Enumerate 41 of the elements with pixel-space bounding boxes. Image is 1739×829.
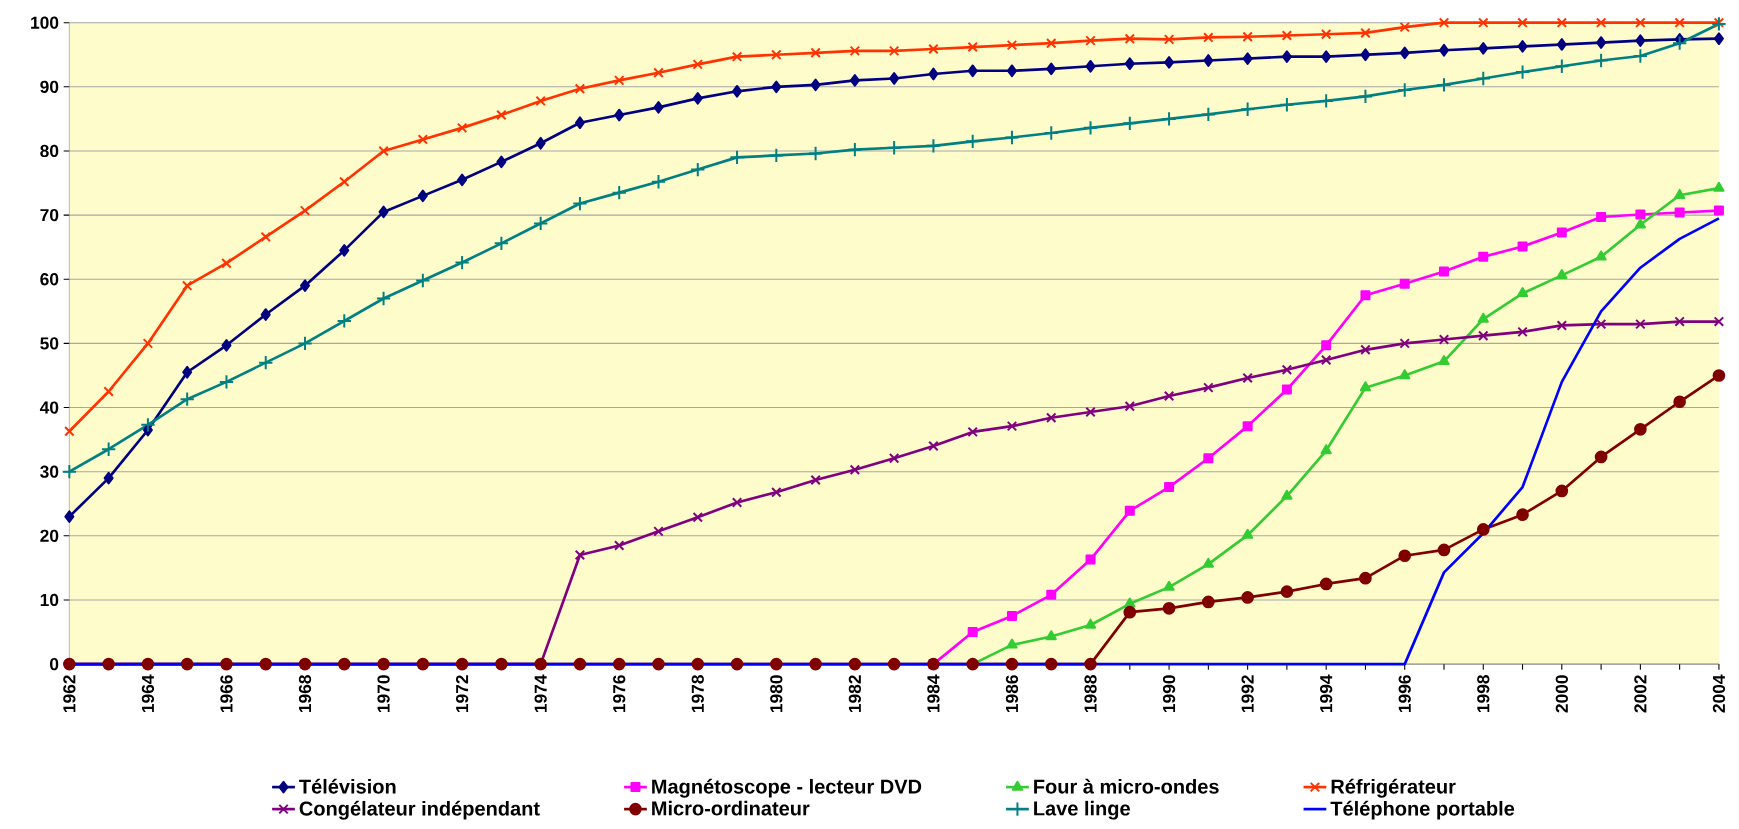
x-tick-label: 1970 xyxy=(377,675,390,712)
legend-label: Réfrigérateur xyxy=(1331,778,1456,798)
legend-label: Lave linge xyxy=(1034,800,1130,820)
legend-label: Congélateur indépendant xyxy=(299,800,540,820)
y-tick-label: 100 xyxy=(31,16,59,29)
x-tick-label: 1976 xyxy=(613,674,626,712)
y-tick-label: 60 xyxy=(40,272,59,286)
y-tick-label: 10 xyxy=(40,593,59,606)
x-tick-label: 1984 xyxy=(927,674,940,712)
y-tick-label: 90 xyxy=(40,80,59,93)
y-tick-label: 0 xyxy=(50,657,59,671)
x-tick-label: 1978 xyxy=(691,674,704,712)
x-tick-label: 1988 xyxy=(1084,674,1097,712)
x-tick-label: 1992 xyxy=(1241,674,1254,712)
x-tick-label: 1968 xyxy=(298,674,312,712)
x-tick-label: 2000 xyxy=(1555,675,1568,713)
x-tick-label: 2004 xyxy=(1712,674,1726,713)
x-tick-label: 1966 xyxy=(220,674,233,712)
x-tick-label: 1998 xyxy=(1477,674,1490,712)
x-tick-label: 1972 xyxy=(455,674,469,712)
x-tick-label: 1994 xyxy=(1320,674,1333,712)
x-tick-label: 1986 xyxy=(1005,674,1019,712)
x-tick-label: 1962 xyxy=(63,674,76,712)
y-tick-label: 70 xyxy=(40,208,59,221)
y-tick-label: 80 xyxy=(40,144,59,157)
x-tick-label: 1990 xyxy=(1162,675,1176,712)
x-tick-label: 1980 xyxy=(770,675,783,712)
y-tick-label: 50 xyxy=(40,337,59,350)
y-tick-label: 20 xyxy=(40,529,59,542)
x-tick-label: 1974 xyxy=(534,674,547,712)
x-tick-label: 1996 xyxy=(1398,674,1411,712)
legend-label: Télévision xyxy=(299,778,396,794)
x-tick-label: 1982 xyxy=(848,674,861,712)
legend-label: Téléphone portable xyxy=(1330,800,1515,820)
y-tick-label: 30 xyxy=(40,465,59,478)
legend-label: Four à micro-ondes xyxy=(1034,778,1219,794)
x-tick-label: 2002 xyxy=(1634,674,1647,713)
x-tick-label: 1964 xyxy=(141,674,155,712)
y-tick-label: 40 xyxy=(39,401,59,414)
legend-label: Magnétoscope - lecteur DVD xyxy=(652,778,922,798)
legend-label: Micro-ordinateur xyxy=(652,800,810,816)
